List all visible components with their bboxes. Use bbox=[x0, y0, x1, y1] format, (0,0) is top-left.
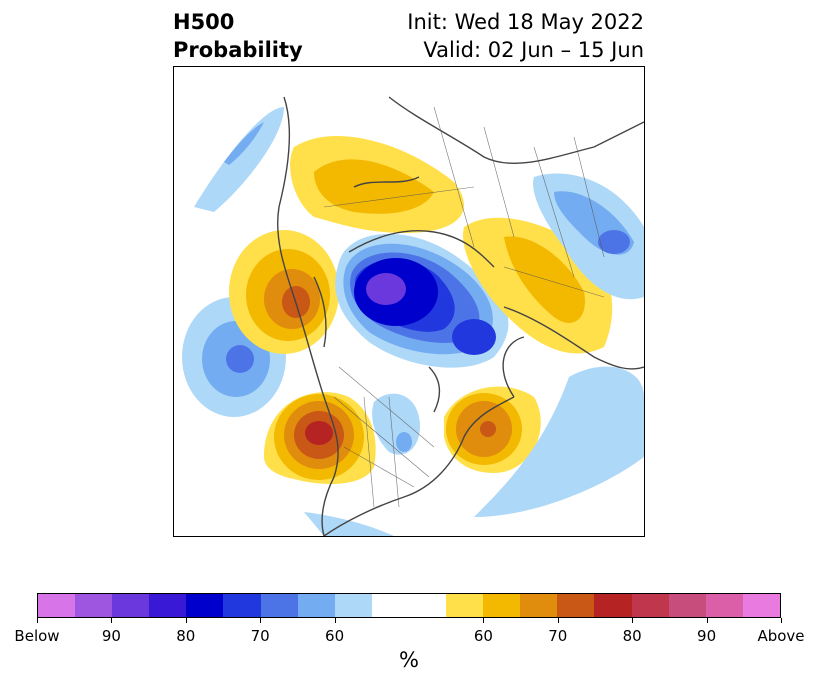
colorbar-tick-label: 80 bbox=[176, 627, 196, 645]
colorbar-segment bbox=[223, 594, 261, 617]
colorbar-tickmark bbox=[334, 618, 336, 623]
chart-dates: Init: Wed 18 May 2022 Valid: 02 Jun – 15… bbox=[407, 8, 644, 64]
colorbar-segment bbox=[260, 594, 298, 617]
map-canvas bbox=[182, 96, 644, 536]
colorbar-segment bbox=[483, 594, 521, 617]
colorbar-segment bbox=[186, 594, 224, 617]
colorbar-tick-label: 90 bbox=[697, 627, 717, 645]
title-metric: Probability bbox=[173, 38, 303, 62]
anomaly-atlantic-high bbox=[444, 386, 541, 473]
colorbar-tickmark bbox=[781, 618, 782, 623]
colorbar-segment bbox=[742, 594, 780, 617]
colorbar-segment bbox=[75, 594, 113, 617]
colorbar-segment bbox=[446, 594, 484, 617]
colorbar-tick-label: Above bbox=[757, 627, 805, 645]
colorbar-segment bbox=[594, 594, 632, 617]
colorbar-tickmark bbox=[185, 618, 187, 623]
colorbar bbox=[37, 593, 781, 618]
colorbar-tickmark bbox=[37, 618, 38, 623]
colorbar-segment bbox=[149, 594, 187, 617]
colorbar-unit: % bbox=[399, 648, 419, 672]
colorbar-tick-label: 70 bbox=[250, 627, 270, 645]
colorbar-tick-label: 80 bbox=[622, 627, 642, 645]
probability-map bbox=[173, 66, 645, 537]
colorbar-tick-label: 60 bbox=[325, 627, 345, 645]
coastlines bbox=[276, 96, 644, 536]
anomaly-pacific-streak bbox=[194, 107, 284, 212]
anomaly-west-us-high bbox=[264, 392, 376, 484]
colorbar-tickmark bbox=[111, 618, 113, 623]
anomaly-polar-low bbox=[335, 233, 509, 368]
colorbar-tickmark bbox=[260, 618, 262, 623]
anomaly-siberia-high bbox=[290, 135, 464, 234]
colorbar-segment bbox=[668, 594, 706, 617]
colorbar-tickmark bbox=[632, 618, 634, 623]
colorbar-segment bbox=[520, 594, 558, 617]
chart-title: H500 Probability bbox=[173, 8, 303, 64]
colorbar-segment bbox=[705, 594, 743, 617]
colorbar-tickmark bbox=[557, 618, 559, 623]
colorbar-tickmark bbox=[706, 618, 708, 623]
colorbar-segment bbox=[557, 594, 595, 617]
colorbar-tick-label: Below bbox=[14, 627, 60, 645]
colorbar-segment bbox=[297, 594, 335, 617]
anomaly-central-us-low bbox=[372, 393, 420, 455]
anomaly-east-asia-low bbox=[533, 173, 644, 300]
borders bbox=[323, 106, 605, 508]
colorbar-segment bbox=[334, 594, 372, 617]
title-variable: H500 bbox=[173, 10, 235, 34]
colorbar-segment bbox=[631, 594, 669, 617]
anomaly-alaska-high bbox=[229, 230, 339, 354]
valid-period: Valid: 02 Jun – 15 Jun bbox=[423, 38, 644, 62]
colorbar-segment bbox=[408, 594, 447, 617]
anomaly-atlantic-low bbox=[304, 366, 644, 536]
colorbar-segment bbox=[371, 594, 409, 617]
colorbar-tick-label: 90 bbox=[101, 627, 121, 645]
colorbar-tick-label: 70 bbox=[548, 627, 568, 645]
colorbar-segment bbox=[38, 594, 76, 617]
colorbar-tickmark bbox=[483, 618, 485, 623]
colorbar-tick-label: 60 bbox=[473, 627, 493, 645]
init-date: Init: Wed 18 May 2022 bbox=[407, 10, 644, 34]
colorbar-segment bbox=[112, 594, 150, 617]
